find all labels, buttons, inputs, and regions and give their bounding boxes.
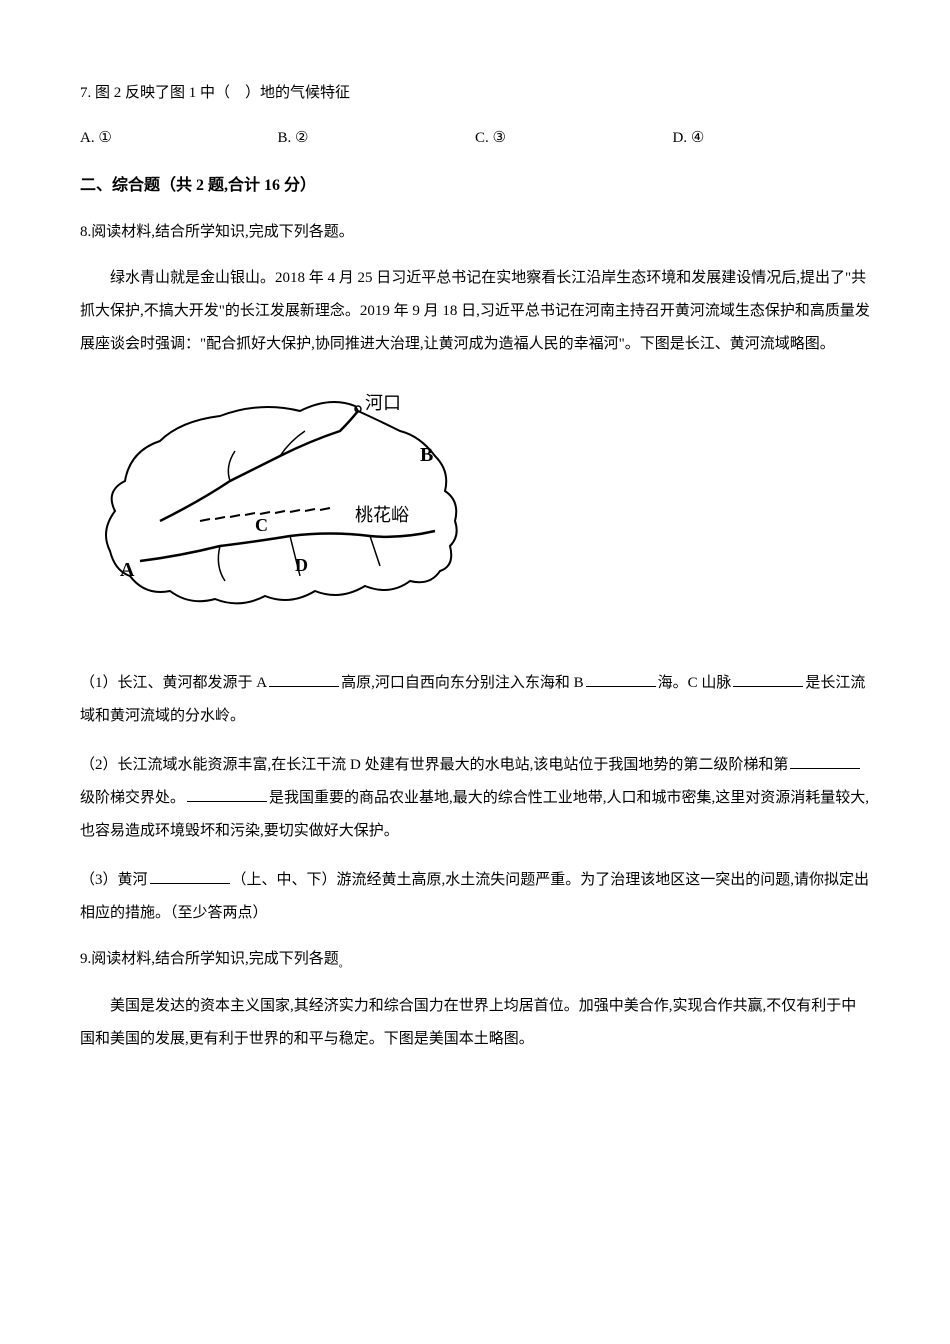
q8-sub1-prefix: （1）长江、黄河都发源于 A [80,675,267,691]
question-8-paragraph: 绿水青山就是金山银山。2018 年 4 月 25 日习近平总书记在实地察看长江沿… [80,262,870,361]
q8-sub3-prefix: （3）黄河 [80,872,148,888]
blank-field [733,672,803,687]
q8-sub1-mid2: 海。C 山脉 [658,675,732,691]
blank-field [586,672,656,687]
option-c: C. ③ [475,125,673,152]
question-7-options: A. ① B. ② C. ③ D. ④ [80,125,870,152]
question-9-paragraph: 美国是发达的资本主义国家,其经济实力和综合国力在世界上均居首位。加强中美合作,实… [80,990,870,1056]
question-8-sub2: （2）长江流域水能资源丰富,在长江干流 D 处建有世界最大的水电站,该电站位于我… [80,749,870,848]
blank-field [790,754,860,769]
map-label-hekou: 河口 [365,393,401,413]
map-label-c: C [255,515,268,535]
q8-sub2-mid2: 级阶梯交界处。 [80,790,185,806]
question-8-sub1: （1）长江、黄河都发源于 A高原,河口自西向东分别注入东海和 B海。C 山脉是长… [80,667,870,733]
q9-start-text: 9.阅读材料,结合所学知识,完成下列各题 [80,951,339,967]
q8-sub2-de: 的 [470,757,485,773]
map-label-taohuayu: 桃花峪 [355,505,409,525]
question-7-text: 7. 图 2 反映了图 1 中（ ）地的气候特征 [80,80,870,107]
q8-sub1-mid1: 高原,河口自西向东分别注入东海和 B [341,675,584,691]
map-container: 河口 B 桃花峪 A C D [80,371,870,642]
river-map-icon: 河口 B 桃花峪 A C D [80,371,480,631]
blank-field [150,869,230,884]
question-9-start: 9.阅读材料,结合所学知识,完成下列各题。 [80,946,870,974]
map-label-d: D [295,555,308,575]
option-b: B. ② [278,125,476,152]
blank-field [187,787,267,802]
map-label-a: A [120,559,135,581]
q8-sub2-mid1: 水电站,该电站位于我国地势的第二级阶梯和第 [485,757,789,773]
map-label-b: B [420,444,433,466]
question-8-start: 8.阅读材料,结合所学知识,完成下列各题。 [80,219,870,246]
section-2-header: 二、综合题（共 2 题,合计 16 分） [80,172,870,201]
q8-sub2-prefix: （2）长江流域水能资源丰富,在长江干流 D 处建有世界最大 [80,757,470,773]
option-d: D. ④ [673,125,871,152]
question-8-sub3: （3）黄河（上、中、下）游流经黄土高原,水土流失问题严重。为了治理该地区这一突出… [80,864,870,930]
blank-field [269,672,339,687]
option-a: A. ① [80,125,278,152]
q9-period: 。 [339,959,349,970]
